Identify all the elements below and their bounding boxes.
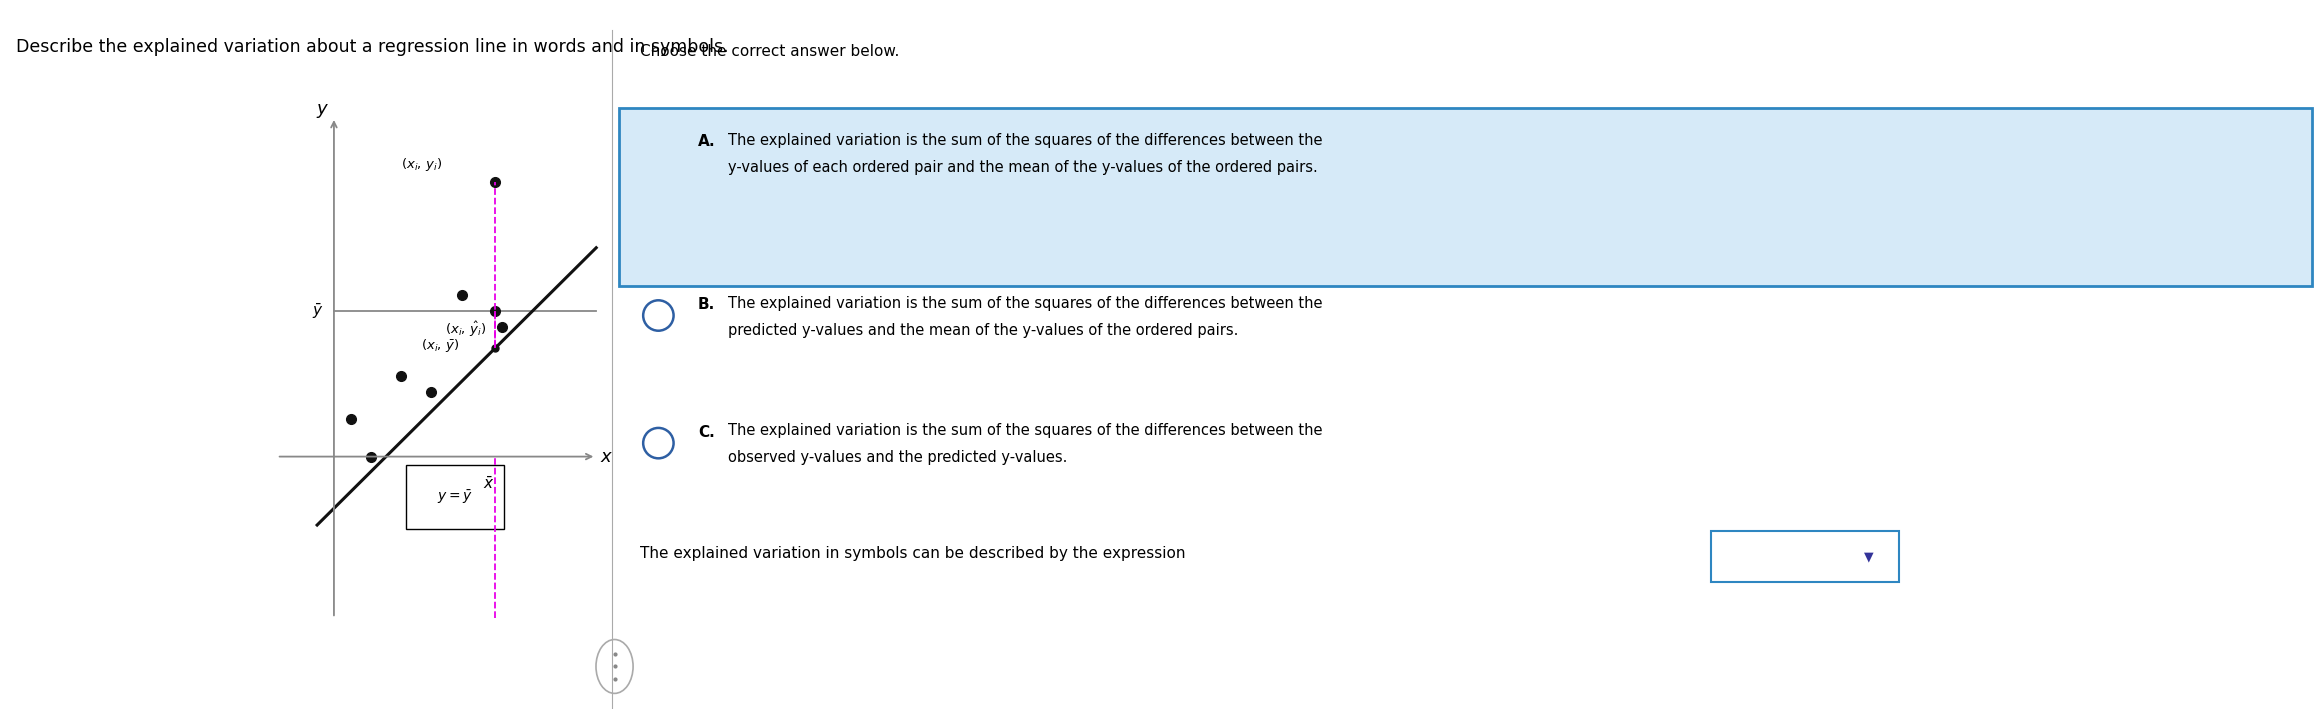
Text: The explained variation is the sum of the squares of the differences between the: The explained variation is the sum of th… bbox=[728, 296, 1322, 311]
Text: $(x_i,\, y_i)$: $(x_i,\, y_i)$ bbox=[401, 156, 443, 173]
Text: A.: A. bbox=[698, 134, 717, 150]
Text: $(x_i,\, \bar{y})$: $(x_i,\, \bar{y})$ bbox=[422, 337, 459, 354]
Text: $\bar{x}$: $\bar{x}$ bbox=[482, 476, 494, 492]
Text: The explained variation is the sum of the squares of the differences between the: The explained variation is the sum of th… bbox=[728, 133, 1322, 147]
Text: observed y-values and the predicted y-values.: observed y-values and the predicted y-va… bbox=[728, 450, 1067, 465]
Text: $(x_i,\, \hat{y}_i)$: $(x_i,\, \hat{y}_i)$ bbox=[445, 320, 487, 340]
Text: Describe the explained variation about a regression line in words and in symbols: Describe the explained variation about a… bbox=[16, 38, 728, 56]
Text: $\bar{y}$: $\bar{y}$ bbox=[313, 301, 325, 320]
Circle shape bbox=[649, 144, 668, 161]
Text: $x$: $x$ bbox=[601, 447, 612, 466]
Text: y-values of each ordered pair and the mean of the y-values of the ordered pairs.: y-values of each ordered pair and the me… bbox=[728, 160, 1317, 174]
Text: C.: C. bbox=[698, 425, 714, 440]
Text: B.: B. bbox=[698, 297, 714, 313]
Text: Choose the correct answer below.: Choose the correct answer below. bbox=[640, 44, 900, 59]
Text: predicted y-values and the mean of the y-values of the ordered pairs.: predicted y-values and the mean of the y… bbox=[728, 323, 1238, 337]
Text: The explained variation in symbols can be described by the expression: The explained variation in symbols can b… bbox=[640, 545, 1185, 561]
FancyBboxPatch shape bbox=[406, 464, 503, 530]
Text: The explained variation is the sum of the squares of the differences between the: The explained variation is the sum of th… bbox=[728, 423, 1322, 438]
Text: $y$: $y$ bbox=[315, 102, 329, 121]
Text: $y = \bar{y}$: $y = \bar{y}$ bbox=[436, 488, 473, 506]
Text: ▼: ▼ bbox=[1864, 550, 1874, 563]
